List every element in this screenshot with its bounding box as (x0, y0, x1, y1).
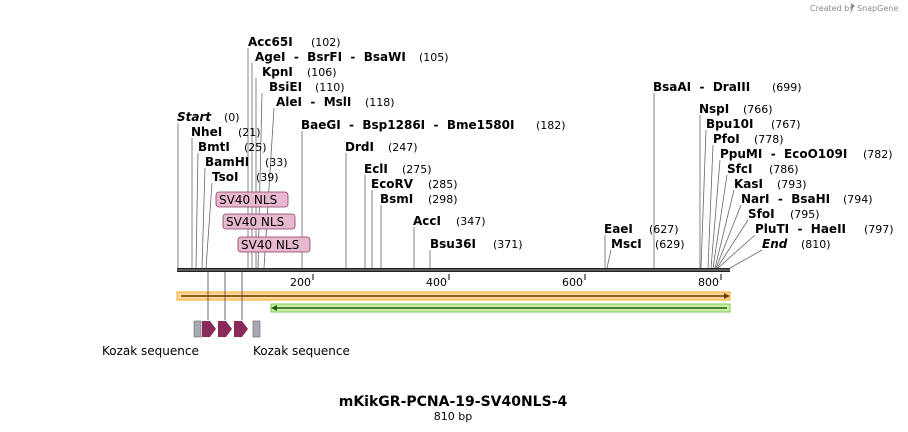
site-name: BaeGI - Bsp1286I - Bme1580I (301, 118, 514, 132)
site-name: MscI (611, 237, 642, 251)
site-pos: (247) (388, 141, 418, 154)
nls-label: SV40 NLS (241, 238, 299, 252)
credit-brand: SnapGene (857, 4, 898, 13)
site-name: EclI (364, 162, 388, 176)
site-pos: (767) (771, 118, 801, 131)
orf-reverse[interactable] (270, 303, 731, 313)
site-pos: (347) (456, 215, 486, 228)
site-name: NspI (699, 102, 729, 116)
site-name: AleI - MslI (276, 95, 351, 109)
site-pos: (766) (743, 103, 773, 116)
site-pos: (627) (649, 223, 679, 236)
sequence-ruler: 200 400 600 800 (177, 268, 730, 289)
site-pos: (699) (772, 81, 802, 94)
mid-sites: BaeGI - Bsp1286I - Bme1580I (182) DrdI (… (301, 118, 685, 251)
site-pos: (105) (419, 51, 449, 64)
orf-forward[interactable] (176, 291, 731, 301)
left-sites: Acc65I (102) AgeI - BsrFI - BsaWI (105) … (177, 35, 449, 184)
site-pos: (102) (311, 36, 341, 49)
tick-label: 600 (562, 276, 583, 289)
site-name: BsaAI - DraIII (653, 80, 750, 94)
site-pos: (810) (801, 238, 831, 251)
site-pos: (33) (265, 156, 288, 169)
site-pos: (782) (863, 148, 893, 161)
site-pos: (786) (769, 163, 799, 176)
site-name: NarI - BsaHI (741, 192, 830, 206)
site-connectors (177, 48, 763, 269)
nls-feature[interactable]: SV40 NLS (237, 236, 311, 253)
site-name: EcoRV (371, 177, 414, 191)
site-name: Start (177, 110, 212, 124)
site-name: EaeI (604, 222, 633, 236)
kozak-label: Kozak sequence (253, 344, 350, 358)
site-name: BmtI (198, 140, 230, 154)
site-name: AccI (413, 214, 441, 228)
nls-feature[interactable]: SV40 NLS (215, 191, 289, 208)
kozak-marker[interactable] (252, 320, 261, 338)
snapgene-logo-icon (851, 3, 855, 9)
nls-features: SV40 NLS SV40 NLS SV40 NLS (215, 191, 311, 253)
site-name: BsmI (380, 192, 413, 206)
site-name: KpnI (262, 65, 293, 79)
site-pos: (629) (655, 238, 685, 251)
nls-feature[interactable]: SV40 NLS (222, 213, 296, 230)
site-name: PfoI (713, 132, 740, 146)
site-pos: (25) (244, 141, 267, 154)
site-pos: (778) (754, 133, 784, 146)
map-length: 810 bp (434, 410, 472, 423)
site-name: KasI (734, 177, 763, 191)
tick-label: 800 (698, 276, 719, 289)
kozak-marker[interactable] (193, 320, 202, 338)
site-name: PpuMI - EcoO109I (720, 147, 847, 161)
site-pos: (39) (256, 171, 279, 184)
site-name: TsoI (212, 170, 238, 184)
site-name: Acc65I (248, 35, 293, 49)
nls-label: SV40 NLS (219, 193, 277, 207)
site-name: SfcI (727, 162, 752, 176)
site-pos: (110) (315, 81, 345, 94)
site-pos: (794) (843, 193, 873, 206)
snapgene-credit: Created by SnapGene (810, 3, 898, 13)
site-name: AgeI - BsrFI - BsaWI (255, 50, 406, 64)
site-pos: (371) (493, 238, 523, 251)
site-pos: (795) (790, 208, 820, 221)
credit-prefix: Created by (810, 4, 854, 13)
site-name: Bsu36I (430, 237, 476, 251)
site-name: BamHI (205, 155, 249, 169)
site-pos: (182) (536, 119, 566, 132)
kozak-label: Kozak sequence (102, 344, 199, 358)
site-pos: (118) (365, 96, 395, 109)
map-title: mKikGR-PCNA-19-SV40NLS-4 (339, 394, 568, 410)
right-sites: BsaAI - DraIII (699) NspI (766) Bpu10I (… (653, 80, 894, 251)
nls-arrow[interactable] (234, 321, 248, 337)
site-pos: (0) (224, 111, 240, 124)
site-pos: (106) (307, 66, 337, 79)
lower-features: Kozak sequence Kozak sequence (102, 272, 350, 358)
nls-arrow[interactable] (202, 321, 216, 337)
tick-label: 200 (290, 276, 311, 289)
site-pos: (21) (238, 126, 261, 139)
site-name: End (762, 237, 788, 251)
site-pos: (793) (777, 178, 807, 191)
nls-arrow[interactable] (218, 321, 232, 337)
site-pos: (285) (428, 178, 458, 191)
site-name: BsiEI (269, 80, 302, 94)
site-pos: (797) (864, 223, 894, 236)
site-pos: (275) (402, 163, 432, 176)
tick-label: 400 (426, 276, 447, 289)
site-name: NheI (191, 125, 222, 139)
site-name: SfoI (748, 207, 775, 221)
site-name: Bpu10I (706, 117, 753, 131)
site-name: DrdI (345, 140, 374, 154)
site-pos: (298) (428, 193, 458, 206)
nls-label: SV40 NLS (226, 215, 284, 229)
site-name: PluTI - HaeII (755, 222, 846, 236)
